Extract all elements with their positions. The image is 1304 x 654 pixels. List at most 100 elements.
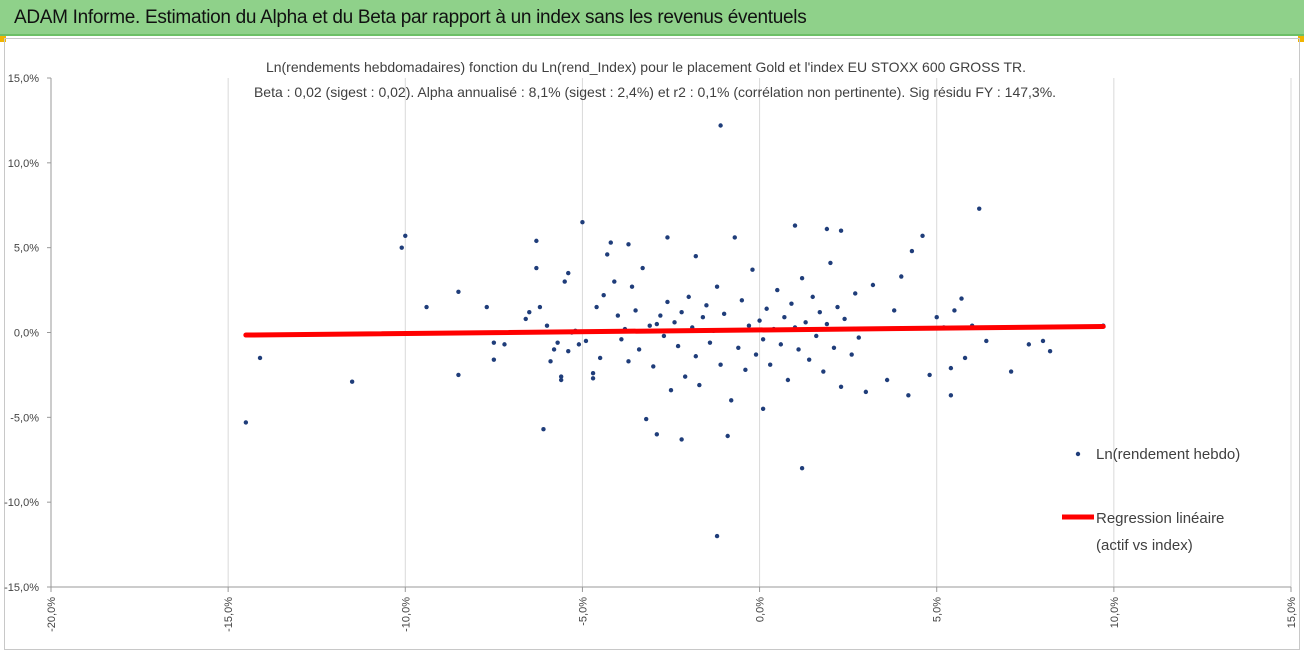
scatter-point — [612, 279, 617, 284]
scatter-point — [824, 226, 830, 232]
chart-grid — [50, 78, 1292, 587]
scatter-point — [544, 323, 550, 328]
scatter-point — [849, 352, 854, 357]
corner-marker-right — [1298, 36, 1304, 42]
scatter-point — [856, 335, 861, 340]
scatter-point — [959, 296, 964, 301]
scatter-point — [647, 323, 652, 328]
scatter-point — [700, 315, 706, 320]
scatter-point — [597, 355, 603, 361]
scatter-point — [743, 367, 748, 373]
scatter-point — [718, 362, 723, 367]
scatter-point — [750, 267, 755, 272]
scatter-point — [665, 299, 670, 305]
y-tick-label: -10,0% — [4, 497, 39, 509]
legend-label-regression-1: Regression linéaire — [1096, 510, 1224, 527]
scatter-point — [534, 238, 539, 244]
scatter-point — [693, 253, 698, 259]
scatter-point — [658, 313, 663, 318]
scatter-point — [626, 359, 631, 364]
scatter-point — [782, 315, 787, 320]
scatter-point — [548, 359, 553, 364]
scatter-point — [821, 369, 826, 374]
scatter-point — [562, 279, 567, 284]
scatter-point — [721, 311, 727, 317]
y-tick-label: -5,0% — [10, 412, 39, 424]
scatter-point — [792, 223, 798, 228]
report-title: ADAM Informe. Estimation du Alpha et du … — [14, 7, 807, 28]
scatter-point — [714, 284, 720, 289]
scatter-point — [484, 304, 489, 310]
y-tick-label: 15,0% — [8, 73, 39, 85]
scatter-point — [551, 347, 557, 352]
scatter-point — [672, 320, 677, 325]
chart-title-line2: Beta : 0,02 (sigest : 0,02). Alpha annua… — [254, 84, 1056, 100]
chart-title-line1: Ln(rendements hebdomadaires) fonction du… — [266, 59, 1026, 75]
scatter-point — [541, 427, 546, 432]
scatter-point — [775, 287, 780, 293]
x-tick-label: 15,0% — [1286, 597, 1298, 628]
scatter-point — [640, 265, 645, 271]
y-tick-label: 10,0% — [8, 158, 39, 170]
x-tick-label: 0,0% — [755, 597, 767, 622]
scatter-point — [665, 235, 670, 240]
scatter-point — [601, 292, 606, 298]
chart-frame — [4, 38, 1300, 650]
scatter-point — [803, 320, 808, 325]
scatter-point — [403, 233, 408, 238]
scatter-point — [810, 294, 815, 300]
scatter-point — [555, 340, 560, 345]
scatter-point — [566, 270, 571, 276]
scatter-point — [349, 379, 355, 384]
scatter-point — [424, 304, 429, 310]
scatter-point — [675, 343, 681, 349]
scatter-point — [566, 348, 571, 354]
scatter-point — [817, 309, 822, 315]
scatter-point — [523, 316, 528, 322]
scatter-point — [633, 308, 638, 313]
scatter-point — [668, 387, 674, 393]
scatter-point — [824, 321, 830, 327]
scatter-point — [502, 342, 507, 347]
scatter-point — [828, 260, 833, 266]
scatter-point — [778, 342, 784, 347]
scatter-point — [679, 309, 684, 315]
scatter-point — [838, 228, 844, 233]
scatter-point — [654, 432, 660, 437]
scatter-point — [948, 365, 954, 371]
scatter-point — [732, 235, 737, 240]
scatter-point — [243, 420, 249, 425]
report-banner: ADAM Informe. Estimation du Alpha et du … — [0, 0, 1304, 36]
scatter-point — [558, 377, 564, 383]
scatter-point — [629, 284, 635, 289]
chart-axes — [47, 77, 1292, 592]
scatter-point — [729, 398, 734, 403]
scatter-point — [590, 371, 596, 376]
scatter-point — [739, 298, 745, 303]
scatter-point — [746, 323, 752, 328]
scatter-point — [537, 304, 543, 310]
scatter-point — [853, 291, 858, 296]
regression-layer — [243, 324, 1106, 338]
scatter-point — [785, 377, 791, 383]
scatter-point — [799, 466, 805, 471]
scatter-point — [835, 304, 840, 310]
scatter-point — [768, 362, 773, 367]
scatter-point — [934, 315, 939, 320]
scatter-point — [619, 337, 624, 342]
scatter-point — [899, 274, 904, 279]
x-tick-label: -15,0% — [223, 597, 235, 632]
scatter-point — [686, 294, 691, 300]
x-tick-label: -5,0% — [577, 597, 589, 626]
scatter-point — [842, 316, 847, 322]
scatter-point — [870, 282, 876, 288]
scatter-point — [576, 342, 582, 347]
x-tick-label: -10,0% — [400, 597, 412, 632]
scatter-point — [714, 533, 720, 539]
scatter-point — [920, 233, 925, 238]
legend-marker-points — [1075, 451, 1081, 457]
x-tick-label: 5,0% — [932, 597, 944, 622]
scatter-point — [736, 345, 741, 350]
scatter-point — [1040, 338, 1046, 344]
legend-label-points: Ln(rendement hebdo) — [1096, 446, 1240, 463]
